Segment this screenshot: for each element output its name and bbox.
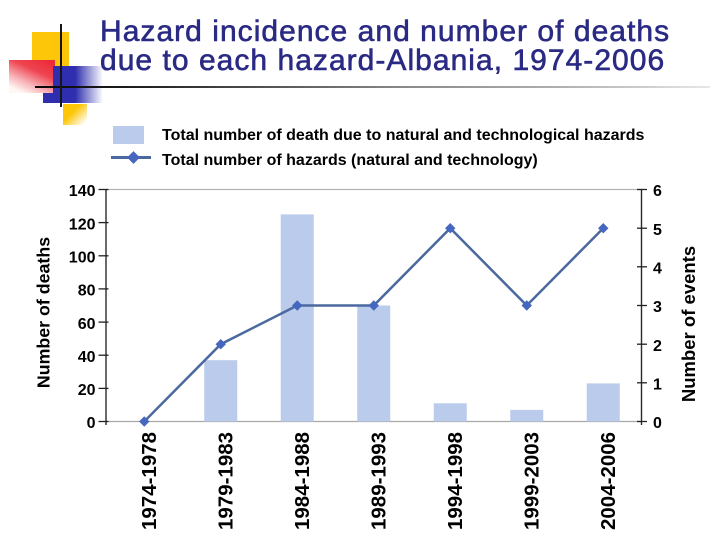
svg-text:5: 5 bbox=[653, 222, 662, 239]
svg-text:40: 40 bbox=[78, 349, 96, 366]
svg-text:1974-1978: 1974-1978 bbox=[138, 432, 161, 530]
svg-text:120: 120 bbox=[69, 216, 96, 233]
svg-text:1984-1988: 1984-1988 bbox=[291, 432, 314, 530]
svg-text:Number of deaths: Number of deaths bbox=[34, 237, 54, 388]
svg-text:80: 80 bbox=[78, 283, 96, 300]
svg-text:0: 0 bbox=[653, 415, 662, 432]
svg-text:2: 2 bbox=[653, 338, 662, 355]
svg-text:Number of events: Number of events bbox=[678, 246, 699, 402]
svg-text:1: 1 bbox=[653, 377, 662, 394]
svg-text:1979-1983: 1979-1983 bbox=[214, 432, 237, 530]
svg-text:140: 140 bbox=[69, 183, 96, 200]
svg-text:100: 100 bbox=[69, 250, 96, 267]
svg-text:1989-1993: 1989-1993 bbox=[367, 432, 390, 530]
svg-text:0: 0 bbox=[87, 415, 96, 432]
svg-text:2004-2006: 2004-2006 bbox=[597, 432, 620, 530]
svg-text:20: 20 bbox=[78, 382, 96, 399]
svg-text:1999-2003: 1999-2003 bbox=[520, 432, 543, 530]
svg-text:4: 4 bbox=[653, 261, 662, 278]
svg-text:1994-1998: 1994-1998 bbox=[444, 432, 467, 530]
svg-text:3: 3 bbox=[653, 299, 662, 316]
svg-text:6: 6 bbox=[653, 183, 662, 200]
svg-text:60: 60 bbox=[78, 316, 96, 333]
